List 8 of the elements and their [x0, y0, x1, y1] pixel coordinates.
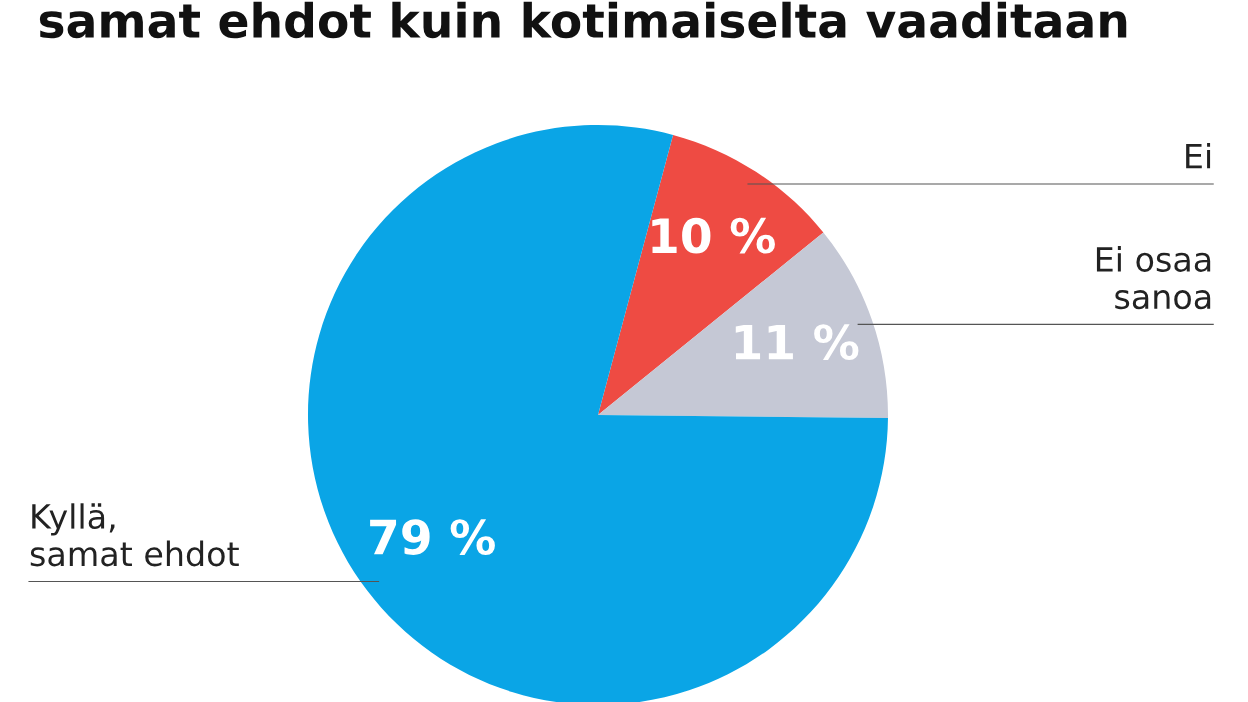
data-label: 10 %	[652, 217, 775, 254]
chart-title: samat ehdot kuin kotimaiselta vaaditaan	[39, 1, 1127, 39]
slice-label: Kyllä, samat ehdot	[30, 503, 239, 567]
pie-slice	[308, 125, 888, 702]
slice-label: Ei	[1186, 142, 1211, 169]
slice-label: Ei osaa sanoa	[1096, 246, 1211, 310]
data-label: 11 %	[735, 324, 859, 361]
data-label: 79 %	[370, 519, 495, 555]
